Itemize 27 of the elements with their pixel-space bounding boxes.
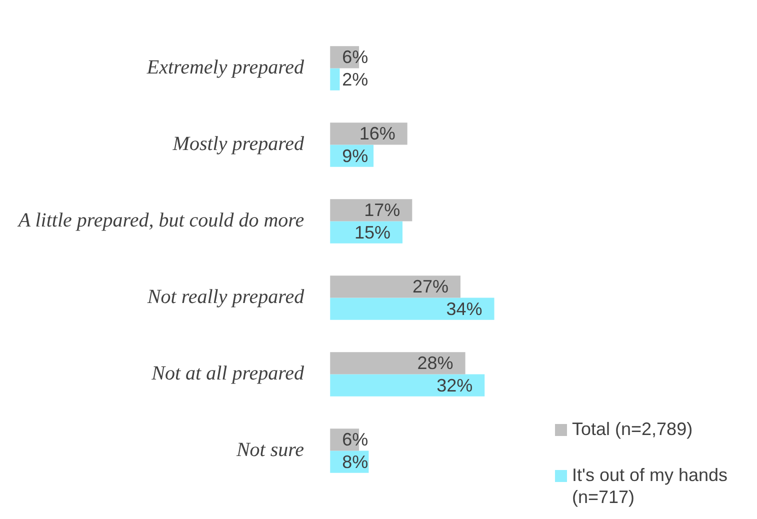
bar <box>330 122 408 145</box>
data-label: 2% <box>342 69 368 90</box>
data-label: 27% <box>412 276 448 297</box>
data-label: 28% <box>417 353 454 374</box>
legend-label: Total (n=2,789) <box>572 418 693 440</box>
bar <box>330 199 412 222</box>
data-label: 6% <box>342 430 368 450</box>
bar <box>330 68 340 90</box>
bar <box>330 298 494 320</box>
data-label: 9% <box>342 146 368 166</box>
legend-label: It's out of my hands (n=717) <box>572 464 729 508</box>
data-label: 32% <box>436 375 473 396</box>
y-tick-label: Extremely prepared <box>146 56 306 78</box>
bar <box>330 276 460 298</box>
bar <box>330 352 466 374</box>
bar <box>330 374 485 396</box>
y-tick-label: A little prepared, but could do more <box>16 210 304 232</box>
data-label: 8% <box>342 452 368 472</box>
y-tick-label: Not sure <box>235 439 304 461</box>
data-label: 34% <box>446 298 482 319</box>
data-label: 16% <box>359 124 396 144</box>
data-label: 17% <box>364 200 400 220</box>
y-tick-label: Not really prepared <box>146 286 306 308</box>
y-tick-label: Not at all prepared <box>150 362 306 384</box>
data-label: 6% <box>342 47 368 68</box>
y-tick-label: Mostly prepared <box>172 133 306 155</box>
data-label: 15% <box>354 222 391 242</box>
